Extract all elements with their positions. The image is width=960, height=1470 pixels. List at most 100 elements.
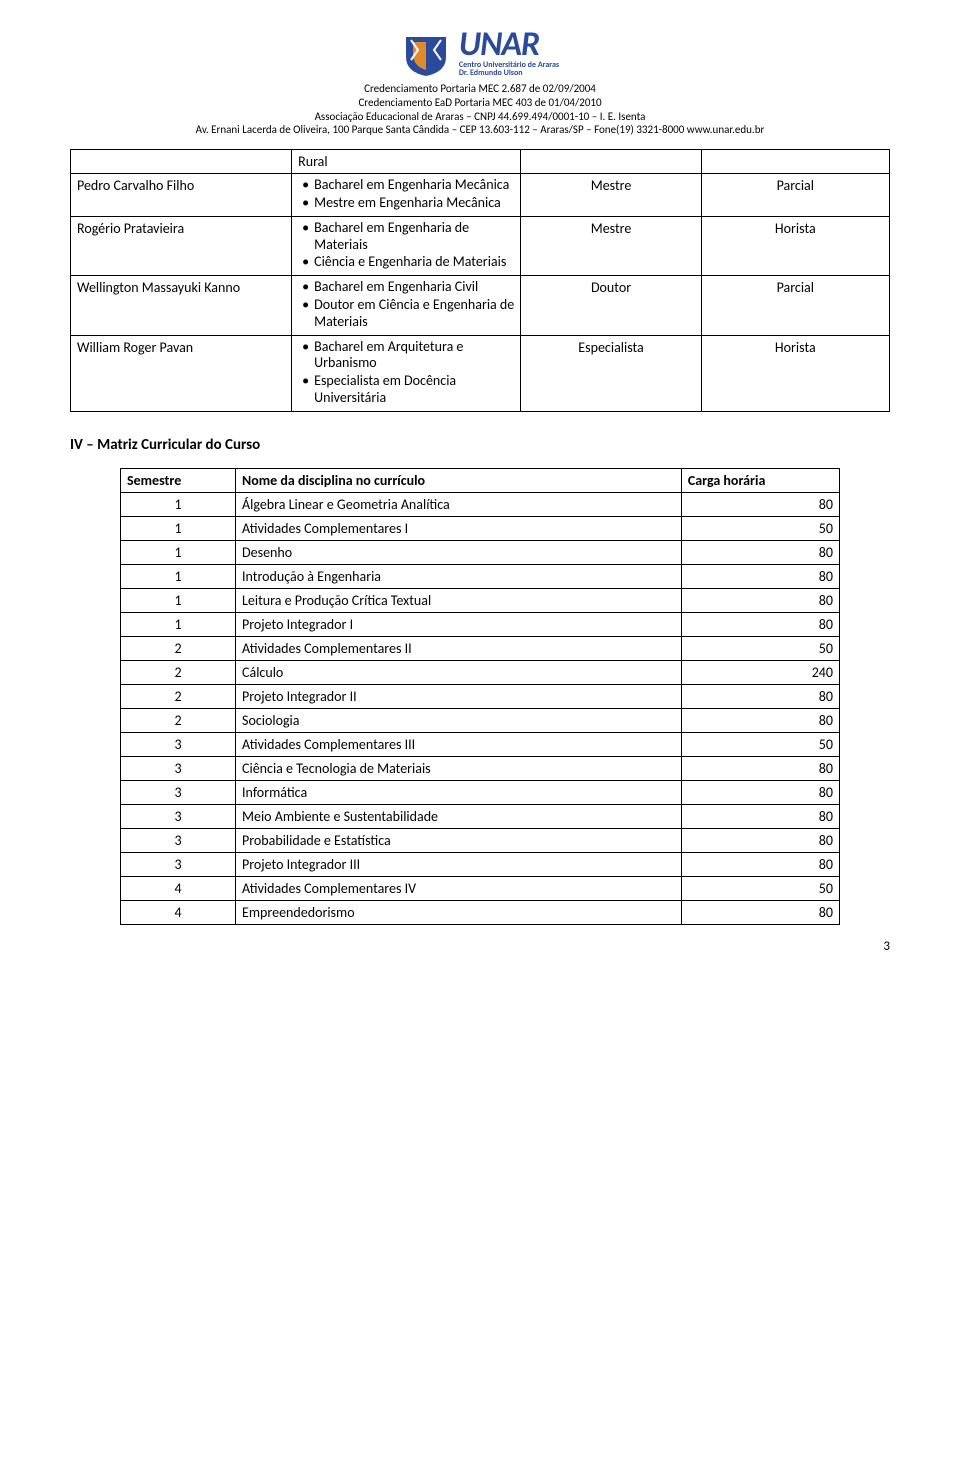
cell-disciplina: Atividades Complementares IV (236, 876, 682, 900)
faculty-name-cell (71, 150, 292, 174)
cell-disciplina: Atividades Complementares III (236, 732, 682, 756)
cell-carga: 80 (681, 900, 839, 924)
table-row: 3Ciência e Tecnologia de Materiais80 (121, 756, 840, 780)
qualification-item: Doutor em Ciência e Engenharia de Materi… (298, 297, 514, 331)
section-title: IV – Matriz Curricular do Curso (70, 436, 890, 454)
faculty-title-cell: Especialista (521, 335, 701, 411)
cell-semestre: 3 (121, 780, 236, 804)
cell-semestre: 1 (121, 516, 236, 540)
cell-semestre: 2 (121, 684, 236, 708)
cell-disciplina: Atividades Complementares II (236, 636, 682, 660)
faculty-title-cell: Mestre (521, 174, 701, 217)
faculty-regime-cell: Horista (701, 335, 889, 411)
cell-carga: 80 (681, 804, 839, 828)
cell-carga: 80 (681, 492, 839, 516)
curriculum-table: Semestre Nome da disciplina no currículo… (120, 468, 840, 925)
cell-semestre: 1 (121, 588, 236, 612)
cell-semestre: 4 (121, 876, 236, 900)
faculty-name-cell: Rogério Pratavieira (71, 216, 292, 275)
cell-semestre: 3 (121, 828, 236, 852)
faculty-qual-cell: Bacharel em Engenharia de MateriaisCiênc… (292, 216, 521, 275)
cell-disciplina: Ciência e Tecnologia de Materiais (236, 756, 682, 780)
cell-disciplina: Atividades Complementares I (236, 516, 682, 540)
table-row: 3Probabilidade e Estatística80 (121, 828, 840, 852)
table-row: Wellington Massayuki KannoBacharel em En… (71, 276, 890, 335)
curriculum-wrap: Semestre Nome da disciplina no currículo… (70, 468, 890, 925)
cell-carga: 80 (681, 828, 839, 852)
table-row: 3Projeto Integrador III80 (121, 852, 840, 876)
table-row: 2Atividades Complementares II50 (121, 636, 840, 660)
cell-carga: 80 (681, 756, 839, 780)
table-row: 1Desenho80 (121, 540, 840, 564)
cell-carga: 80 (681, 780, 839, 804)
cell-disciplina: Informática (236, 780, 682, 804)
faculty-regime-cell (701, 150, 889, 174)
cell-carga: 80 (681, 684, 839, 708)
cell-disciplina: Projeto Integrador I (236, 612, 682, 636)
qualification-item: Especialista em Docência Universitária (298, 373, 514, 407)
qualification-item: Bacharel em Engenharia Civil (298, 279, 514, 296)
qualification-item: Mestre em Engenharia Mecânica (298, 195, 514, 212)
logo-main: UNAR (459, 30, 559, 61)
cell-semestre: 4 (121, 900, 236, 924)
faculty-regime-cell: Parcial (701, 174, 889, 217)
cell-carga: 80 (681, 564, 839, 588)
faculty-name-cell: William Roger Pavan (71, 335, 292, 411)
cred-line: Associação Educacional de Araras – CNPJ … (70, 110, 890, 124)
document-page: UNAR Centro Universitário de Araras Dr. … (0, 0, 960, 984)
cell-semestre: 3 (121, 732, 236, 756)
faculty-regime-cell: Horista (701, 216, 889, 275)
table-row: 3Informática80 (121, 780, 840, 804)
faculty-pre-cell: Rural (292, 150, 521, 174)
cell-disciplina: Introdução à Engenharia (236, 564, 682, 588)
cell-semestre: 1 (121, 564, 236, 588)
table-row: 1Introdução à Engenharia80 (121, 564, 840, 588)
table-row: 1Leitura e Produção Crítica Textual80 (121, 588, 840, 612)
table-row: 3Meio Ambiente e Sustentabilidade80 (121, 804, 840, 828)
table-row: Pedro Carvalho FilhoBacharel em Engenhar… (71, 174, 890, 217)
logo: UNAR Centro Universitário de Araras Dr. … (70, 30, 890, 78)
table-row: 2Projeto Integrador II80 (121, 684, 840, 708)
faculty-title-cell: Doutor (521, 276, 701, 335)
qualification-item: Ciência e Engenharia de Materiais (298, 254, 514, 271)
cell-semestre: 2 (121, 660, 236, 684)
cell-semestre: 3 (121, 804, 236, 828)
credential-block: Credenciamento Portaria MEC 2.687 de 02/… (70, 82, 890, 137)
cell-carga: 50 (681, 516, 839, 540)
table-row: 1Atividades Complementares I50 (121, 516, 840, 540)
cell-disciplina: Projeto Integrador II (236, 684, 682, 708)
cell-carga: 50 (681, 876, 839, 900)
col-carga: Carga horária (681, 468, 839, 492)
table-row: 1Projeto Integrador I80 (121, 612, 840, 636)
faculty-title-cell: Mestre (521, 216, 701, 275)
table-row: Rural (71, 150, 890, 174)
table-header-row: Semestre Nome da disciplina no currículo… (121, 468, 840, 492)
cell-carga: 50 (681, 636, 839, 660)
cell-disciplina: Cálculo (236, 660, 682, 684)
cell-disciplina: Meio Ambiente e Sustentabilidade (236, 804, 682, 828)
cell-disciplina: Empreendedorismo (236, 900, 682, 924)
faculty-name-cell: Wellington Massayuki Kanno (71, 276, 292, 335)
cred-line: Credenciamento EaD Portaria MEC 403 de 0… (70, 96, 890, 110)
cell-carga: 240 (681, 660, 839, 684)
faculty-regime-cell: Parcial (701, 276, 889, 335)
cell-carga: 80 (681, 708, 839, 732)
cell-semestre: 2 (121, 636, 236, 660)
cell-semestre: 1 (121, 492, 236, 516)
faculty-name-cell: Pedro Carvalho Filho (71, 174, 292, 217)
cell-disciplina: Álgebra Linear e Geometria Analítica (236, 492, 682, 516)
table-row: 2Sociologia80 (121, 708, 840, 732)
table-row: 2Cálculo240 (121, 660, 840, 684)
col-semestre: Semestre (121, 468, 236, 492)
faculty-qual-cell: Bacharel em Arquitetura e UrbanismoEspec… (292, 335, 521, 411)
table-row: 4Empreendedorismo80 (121, 900, 840, 924)
cell-disciplina: Sociologia (236, 708, 682, 732)
cell-disciplina: Desenho (236, 540, 682, 564)
cell-semestre: 2 (121, 708, 236, 732)
cell-carga: 80 (681, 612, 839, 636)
qualification-item: Bacharel em Engenharia de Materiais (298, 220, 514, 254)
cell-semestre: 3 (121, 852, 236, 876)
cell-carga: 50 (681, 732, 839, 756)
faculty-qual-cell: Bacharel em Engenharia CivilDoutor em Ci… (292, 276, 521, 335)
faculty-title-cell (521, 150, 701, 174)
